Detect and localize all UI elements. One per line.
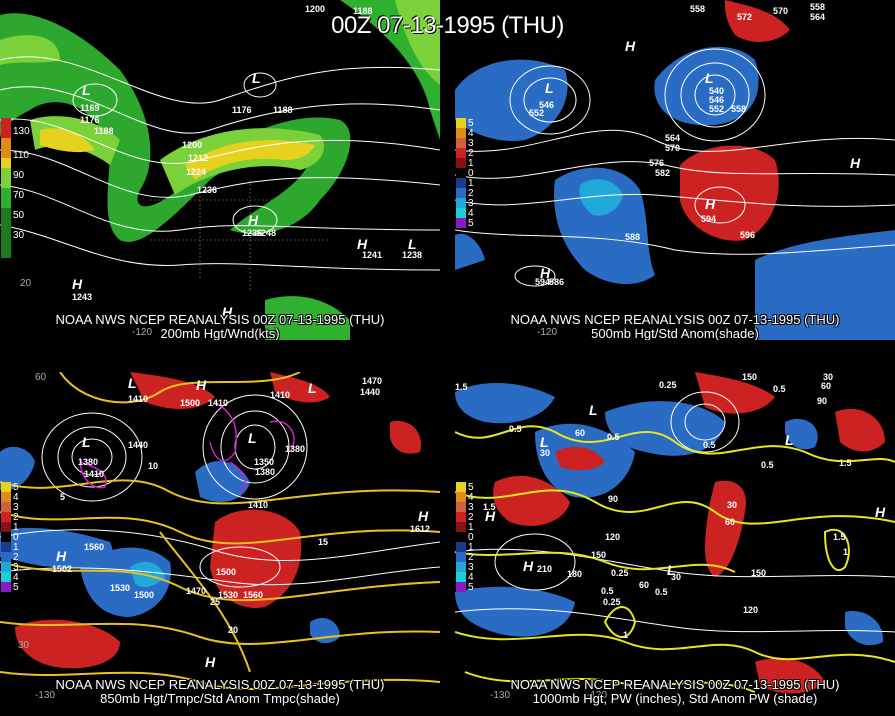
- contour-label: 1176: [232, 105, 252, 115]
- panel-850mb: 5 4 3 2 1 0 1 2 3 4 5 60 L 1410 L 1380 1…: [0, 372, 440, 716]
- panel-200mb: 130 110 90 70 50 30 1200 1188 L 1169 117…: [0, 0, 440, 340]
- legend-500mb: [456, 118, 466, 228]
- high-center-label: H: [625, 38, 636, 54]
- high-center-label: H: [418, 508, 429, 524]
- contour-label: 1188: [94, 126, 114, 136]
- high-center-label: H: [357, 236, 368, 252]
- low-center-label: L: [82, 82, 91, 98]
- high-center-label: H: [72, 276, 83, 292]
- high-center-label: H: [248, 212, 259, 228]
- low-center-label: L: [252, 70, 261, 86]
- high-center-label: H: [705, 196, 716, 212]
- contour-label: 1248: [256, 228, 277, 238]
- contour-label: 1236: [242, 228, 263, 238]
- contour-label: 1169: [80, 103, 100, 113]
- low-center-label: L: [545, 80, 554, 96]
- panel-500mb: 5 4 3 2 1 0 1 2 3 4 5 558 570 558 564 H …: [455, 0, 895, 340]
- map-200mb: [0, 0, 440, 340]
- high-center-label: H: [875, 504, 886, 520]
- contour-label: 1238: [402, 250, 423, 260]
- low-center-label: L: [308, 380, 317, 396]
- panel-1000mb: 5 4 3 2 1 0 1 2 3 4 5 150 30 60 90 0.25 …: [455, 372, 895, 716]
- contour-label: 1176: [80, 115, 100, 125]
- caption-1000mb: NOAA NWS NCEP REANALYSIS 00Z 07-13-1995 …: [510, 677, 840, 706]
- high-center-label: H: [850, 155, 861, 171]
- legend-200mb: [1, 118, 11, 258]
- high-center-label: H: [485, 508, 496, 524]
- high-center-label: H: [205, 654, 216, 670]
- contour-label: 1188: [273, 105, 293, 115]
- low-center-label: L: [667, 562, 676, 578]
- map-1000mb: [455, 372, 895, 694]
- low-center-label: L: [785, 432, 794, 448]
- caption-850mb: NOAA NWS NCEP REANALYSIS 00Z 07-13-1995 …: [55, 677, 385, 706]
- high-center-label: H: [196, 377, 207, 393]
- high-center-label: H: [222, 304, 233, 320]
- legend-850mb: [1, 482, 11, 592]
- contour-label: 1188: [353, 6, 373, 16]
- contour-label: 1243: [72, 292, 93, 302]
- caption-200mb: NOAA NWS NCEP REANALYSIS 00Z 07-13-1995 …: [55, 312, 385, 341]
- low-center-label: L: [540, 434, 549, 450]
- low-center-label: L: [82, 434, 91, 450]
- low-center-label: L: [248, 430, 257, 446]
- contour-label: 1200: [182, 140, 203, 150]
- high-center-label: H: [540, 265, 551, 281]
- main-title: 00Z 07-13-1995 (THU): [331, 12, 564, 39]
- map-850mb: [0, 372, 440, 691]
- contour-label: 1200: [305, 4, 326, 14]
- high-center-label: H: [56, 548, 67, 564]
- contour-label: 1224: [186, 167, 207, 177]
- map-500mb: [455, 0, 895, 340]
- caption-500mb: NOAA NWS NCEP REANALYSIS 00Z 07-13-1995 …: [510, 312, 840, 341]
- low-center-label: L: [589, 402, 598, 418]
- legend-1000mb: [456, 482, 466, 592]
- contour-label: 1241: [362, 250, 383, 260]
- low-center-label: L: [128, 375, 137, 391]
- contour-label: 1212: [188, 153, 209, 163]
- low-center-label: L: [408, 236, 417, 252]
- high-center-label: H: [523, 558, 534, 574]
- contour-label: 1236: [197, 185, 218, 195]
- low-center-label: L: [705, 70, 714, 86]
